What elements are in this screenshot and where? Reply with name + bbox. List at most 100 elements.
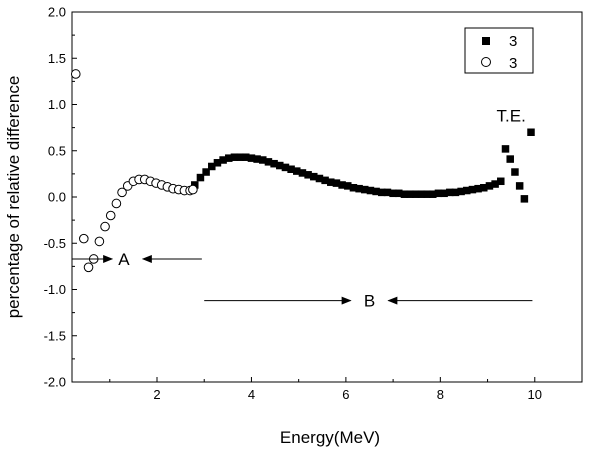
y-tick-label: 0.5 xyxy=(48,143,66,158)
data-point-square xyxy=(208,162,216,171)
data-point-circle xyxy=(105,210,116,221)
data-point-circle xyxy=(83,262,94,273)
annotations: T.E. A B xyxy=(72,107,533,311)
data-point-square xyxy=(196,173,205,182)
data-point-circle xyxy=(111,198,122,209)
data-point-square xyxy=(406,190,414,198)
y-axis-label: percentage of relative difference xyxy=(4,76,23,319)
data-point-square xyxy=(412,190,420,198)
data-point-square xyxy=(491,180,499,188)
data-point-square xyxy=(451,188,460,197)
legend: 3 3 xyxy=(464,27,534,74)
data-point-square xyxy=(429,190,437,198)
data-point-circle xyxy=(100,221,110,232)
data-point-square xyxy=(230,153,239,161)
data-point-square xyxy=(506,155,514,163)
data-point-square xyxy=(474,184,482,193)
data-point-square xyxy=(293,167,301,175)
data-point-square xyxy=(327,178,335,186)
data-point-square xyxy=(236,153,244,161)
data-point-square xyxy=(497,177,505,186)
y-tick-label: -2.0 xyxy=(44,375,66,390)
y-tick-label: 2.0 xyxy=(48,5,66,20)
y-tick-label: -1.5 xyxy=(44,328,66,343)
data-point-square xyxy=(219,156,227,164)
data-point-square xyxy=(400,190,409,198)
data-point-square xyxy=(446,188,454,197)
data-point-square xyxy=(298,169,307,177)
data-point-circle xyxy=(70,69,81,79)
data-point-square xyxy=(310,172,318,181)
data-point-square xyxy=(378,188,386,197)
data-point-square xyxy=(253,155,261,163)
data-point-square xyxy=(315,174,324,183)
data-point-square xyxy=(270,159,278,168)
legend-marker-open-circle xyxy=(481,57,491,67)
data-point-square xyxy=(423,190,431,198)
x-tick-label: 8 xyxy=(437,387,444,402)
data-point-square xyxy=(511,168,519,176)
data-point-square xyxy=(395,189,403,198)
data-point-square xyxy=(440,189,448,198)
data-point-circle xyxy=(79,233,89,244)
data-point-circle xyxy=(117,187,127,198)
x-tick-label: 2 xyxy=(153,387,160,402)
data-point-square xyxy=(417,190,426,198)
x-tick-label: 10 xyxy=(528,387,542,402)
data-point-square xyxy=(344,182,352,190)
data-point-square xyxy=(480,184,488,192)
annotation-label: T.E. xyxy=(497,107,526,126)
data-point-square xyxy=(321,176,329,185)
axes: -2.0 -1.5 -1.0 -0.5 0.0 0.5 1.0 1.5 2.0 2 4 6 8 10 xyxy=(44,5,583,402)
data-point-square xyxy=(191,181,199,189)
data-point-square xyxy=(485,182,494,190)
data-point-square xyxy=(501,145,510,153)
data-point-square xyxy=(527,128,535,136)
data-point-square xyxy=(202,168,210,176)
annotation-label: A xyxy=(118,250,130,269)
data-point-square xyxy=(372,187,380,196)
x-axis-label: Energy(MeV) xyxy=(280,428,380,447)
data-point-square xyxy=(468,185,477,194)
data-point-square xyxy=(434,189,443,198)
data-point-square xyxy=(355,184,363,193)
y-tick-label: 1.0 xyxy=(48,97,66,112)
x-tick-label: 6 xyxy=(342,387,349,402)
data-point-circle xyxy=(94,236,105,247)
legend-label-series-2: 3 xyxy=(509,55,517,72)
data-point-square xyxy=(242,153,250,161)
data-point-square xyxy=(349,184,358,192)
data-point-square xyxy=(213,159,222,167)
legend-label-series-1: 3 xyxy=(509,33,517,50)
data-point-square xyxy=(332,179,341,187)
data-marks xyxy=(70,69,535,273)
data-point-square xyxy=(281,163,290,172)
x-tick-label: 4 xyxy=(248,387,255,402)
y-tick-label: -1.0 xyxy=(44,282,66,297)
legend-box xyxy=(464,27,534,74)
data-point-square xyxy=(225,154,233,162)
data-point-square xyxy=(361,185,369,194)
data-point-square xyxy=(276,161,284,170)
data-point-square xyxy=(304,171,312,179)
data-point-square xyxy=(520,195,529,203)
data-point-square xyxy=(383,188,392,197)
y-tick-label: -0.5 xyxy=(44,236,66,251)
y-tick-label: 0.0 xyxy=(48,190,66,205)
y-tick-label: 1.5 xyxy=(48,51,66,66)
annotation-label: B xyxy=(364,292,375,311)
legend-marker-filled-square xyxy=(482,37,490,45)
data-point-circle xyxy=(188,184,198,195)
data-point-square xyxy=(515,182,524,190)
data-point-square xyxy=(389,189,397,198)
data-point-square xyxy=(287,165,295,173)
data-point-square xyxy=(264,158,273,166)
data-point-square xyxy=(338,181,346,189)
data-point-square xyxy=(366,186,375,195)
data-point-square xyxy=(457,187,465,196)
data-point-square xyxy=(247,154,256,162)
data-point-square xyxy=(463,186,471,195)
data-point-square xyxy=(259,156,267,164)
